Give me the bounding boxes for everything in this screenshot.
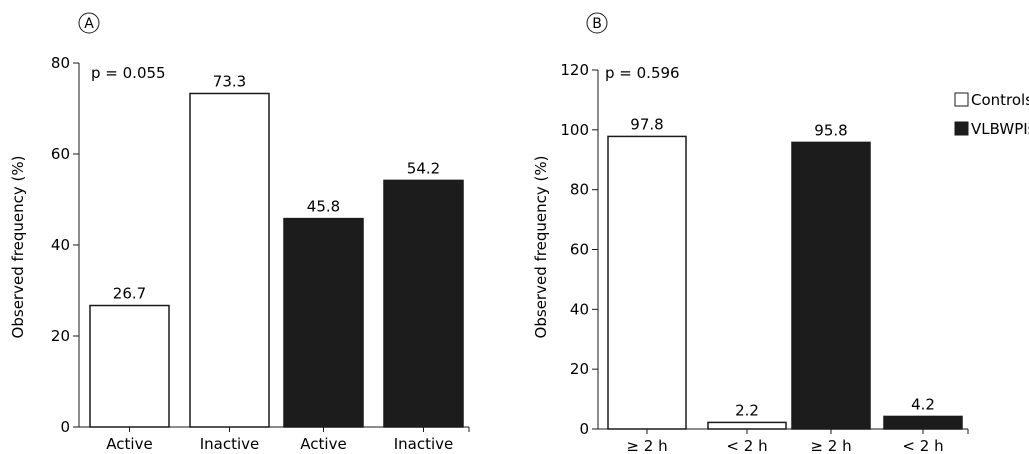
bar-value-label: 95.8 [814,121,847,139]
bar [791,141,871,430]
panel-label: B [592,16,602,32]
panel-label-badge [78,12,100,34]
panel-label-badge [586,12,608,34]
x-tick-label: Inactive [394,435,454,453]
y-tick-label: 0 [60,418,70,436]
x-tick-label: < 2 h [902,437,943,454]
y-axis-label: Observed frequency (%) [532,156,550,339]
y-tick-label: 60 [51,145,70,163]
bar [707,421,787,430]
x-tick-label: Active [106,435,152,453]
legend-swatch-vlbwpis [954,121,969,136]
legend-item-controls: Controls [954,91,1029,109]
legend: Controls VLBWPIs [954,91,1029,138]
y-tick-label: 80 [570,181,589,199]
bar-value-label: 2.2 [735,401,759,419]
bar-value-label: 73.3 [213,72,246,90]
legend-item-vlbwpis: VLBWPIs [954,120,1029,138]
y-tick-label: 20 [51,327,70,345]
bar [383,179,464,428]
bar [883,415,963,430]
legend-swatch-controls [954,92,969,107]
legend-label-controls: Controls [971,91,1029,109]
bar [189,92,270,428]
chart-panel-b: B p = 0.596 Observed frequency (%) 0 20 40… [532,12,969,454]
x-tick-label: ≥ 2 h [810,437,851,454]
bar [89,304,170,428]
x-tick-label: ≥ 2 h [626,437,667,454]
bar [607,135,687,430]
x-tick-label: Active [300,435,346,453]
bar-value-label: 4.2 [911,395,935,413]
bar-value-label: 26.7 [113,285,146,303]
y-tick-label: 40 [51,236,70,254]
y-tick-label: 80 [51,54,70,72]
y-tick-label: 20 [570,360,589,378]
y-tick-label: 40 [570,300,589,318]
bar-value-label: 54.2 [407,159,440,177]
x-tick-label: < 2 h [726,437,767,454]
panel-label: A [84,16,94,32]
y-axis-label: Observed frequency (%) [9,156,27,339]
x-tick-label: Inactive [200,435,260,453]
chart-panel-a: A p = 0.055 Observed frequency (%) 0 20 40… [9,12,470,453]
bar [283,217,364,428]
y-tick-label: 0 [579,420,589,438]
bar-value-label: 45.8 [307,198,340,216]
bar-value-label: 97.8 [630,115,663,133]
p-value-annotation: p = 0.596 [605,64,680,82]
p-value-annotation: p = 0.055 [91,64,166,82]
y-tick-label: 60 [570,241,589,259]
y-tick-label: 100 [560,121,589,139]
legend-label-vlbwpis: VLBWPIs [971,120,1029,138]
y-tick-label: 120 [560,61,589,79]
